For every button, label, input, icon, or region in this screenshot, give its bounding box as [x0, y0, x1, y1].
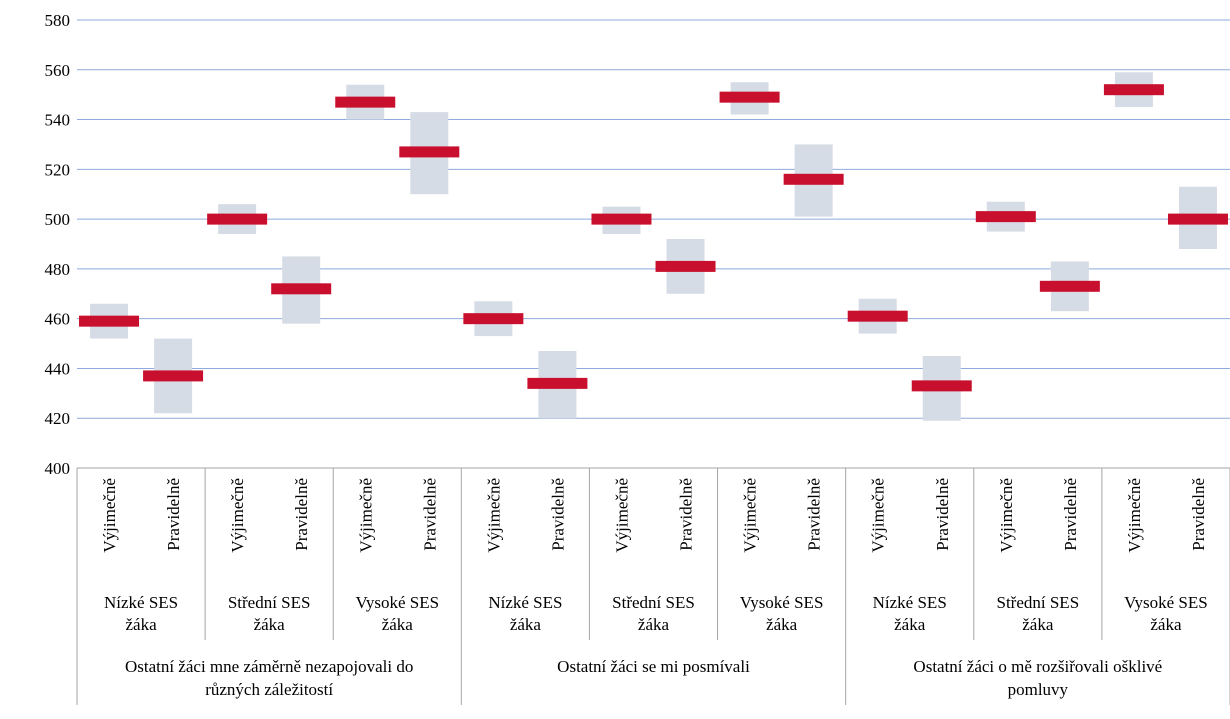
category-label: Výjimečně	[100, 478, 119, 553]
estimate-marker	[783, 173, 844, 185]
estimate-marker	[79, 315, 140, 327]
estimate-marker	[463, 313, 524, 325]
y-tick-label: 500	[45, 210, 71, 229]
y-tick-label: 560	[45, 61, 71, 80]
estimate-marker	[335, 96, 396, 108]
category-label: Výjimečně	[228, 478, 247, 553]
subgroup-label: Vysoké SES žáka	[355, 593, 439, 634]
estimate-marker	[719, 91, 780, 103]
subgroup-label: Nízké SES žáka	[873, 593, 947, 634]
y-tick-label: 400	[45, 459, 71, 478]
estimate-marker	[911, 380, 972, 392]
group-label: Ostatní žáci mne záměrně nezapojovali do…	[125, 657, 413, 699]
category-label: Výjimečně	[997, 478, 1016, 553]
category-label: Pravidelně	[164, 478, 183, 551]
subgroup-label: Vysoké SES žáka	[740, 593, 824, 634]
category-label: Pravidelně	[933, 478, 952, 551]
category-label: Výjimečně	[741, 478, 760, 553]
estimate-marker	[975, 211, 1036, 223]
category-label: Pravidelně	[548, 478, 567, 551]
estimate-marker	[143, 370, 204, 382]
y-tick-label: 440	[45, 359, 71, 378]
estimate-marker	[1167, 213, 1228, 225]
y-tick-label: 460	[45, 310, 71, 329]
category-label: Pravidelně	[1061, 478, 1080, 551]
estimate-marker	[655, 260, 716, 272]
category-label: Pravidelně	[805, 478, 824, 551]
subgroup-label: Vysoké SES žáka	[1124, 593, 1208, 634]
category-label: Pravidelně	[1189, 478, 1208, 551]
group-label: Ostatní žáci o mě rozšiřovali ošklivé pom…	[913, 657, 1162, 699]
category-label: Pravidelně	[420, 478, 439, 551]
estimate-marker	[399, 146, 460, 158]
category-label: Pravidelně	[677, 478, 696, 551]
estimate-marker	[207, 213, 268, 225]
subgroup-label: Nízké SES žáka	[104, 593, 178, 634]
y-tick-label: 520	[45, 160, 71, 179]
estimate-marker	[527, 377, 588, 389]
y-tick-label: 540	[45, 111, 71, 130]
y-tick-label: 580	[45, 11, 71, 30]
subgroup-label: Střední SES žáka	[612, 593, 695, 634]
group-label: Ostatní žáci se mi posmívali	[557, 657, 750, 676]
category-label: Výjimečně	[484, 478, 503, 553]
category-label: Výjimečně	[356, 478, 375, 553]
category-label: Pravidelně	[292, 478, 311, 551]
category-label: Výjimečně	[869, 478, 888, 553]
subgroup-label: Střední SES žáka	[228, 593, 311, 634]
estimate-marker	[591, 213, 652, 225]
estimate-marker	[1039, 280, 1100, 292]
y-tick-label: 480	[45, 260, 71, 279]
estimate-marker	[847, 310, 908, 322]
y-tick-label: 420	[45, 409, 71, 428]
estimate-marker	[271, 283, 332, 295]
estimate-marker	[1103, 84, 1164, 96]
subgroup-label: Střední SES žáka	[997, 593, 1080, 634]
category-label: Výjimečně	[1125, 478, 1144, 553]
subgroup-label: Nízké SES žáka	[488, 593, 562, 634]
category-label: Výjimečně	[612, 478, 631, 553]
